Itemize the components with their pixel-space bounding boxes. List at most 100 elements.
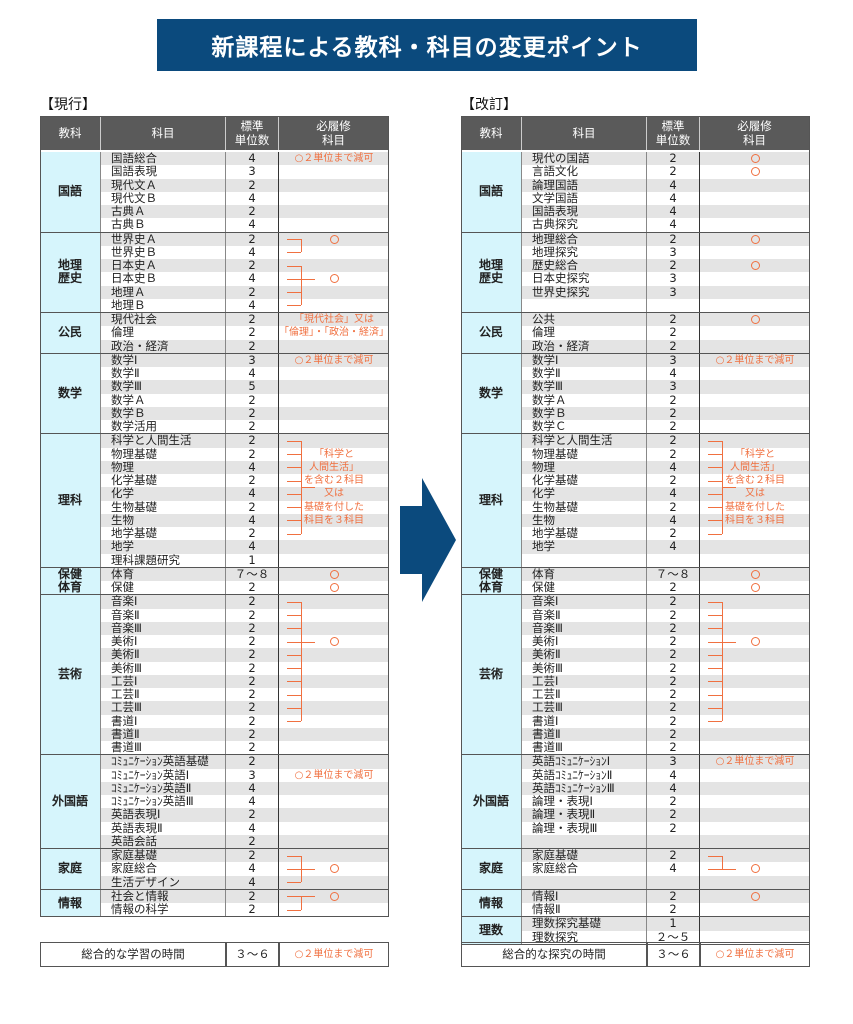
standard-units: 4 (226, 795, 279, 809)
required-circle-icon (330, 891, 339, 901)
bracket-line (301, 896, 302, 910)
bracket-tick (287, 292, 301, 294)
bracket-tick (287, 868, 301, 870)
required-circle-icon (751, 583, 760, 592)
course-name: 数学Ⅲ (101, 380, 226, 394)
standard-units: 4 (226, 862, 279, 876)
standard-units: 2 (647, 661, 700, 675)
course-name: 英語会話 (101, 834, 226, 848)
subject-area: 理科 (461, 434, 522, 567)
required-cell (279, 165, 389, 179)
bracket-tick (287, 252, 301, 254)
bracket-tick (287, 467, 301, 469)
course-name: 化学基礎 (522, 474, 647, 488)
course-name: 論理国語 (522, 178, 647, 192)
bracket-line (722, 641, 736, 643)
required-cell (279, 298, 389, 312)
course-name: 家庭総合 (101, 862, 226, 876)
standard-units: 2 (226, 406, 279, 420)
required-cell (700, 205, 810, 219)
required-circle-icon (751, 167, 760, 177)
bracket-tick (287, 520, 301, 522)
course-name: 美術Ⅲ (101, 661, 226, 675)
standard-units: 3 (647, 285, 700, 299)
course-name: 化学基礎 (101, 474, 226, 488)
standard-units: 2 (226, 527, 279, 541)
standard-units: 2 (226, 688, 279, 702)
requirement-note: 又は (324, 488, 344, 500)
course-name: 国語表現 (101, 165, 226, 179)
bracket-line (722, 868, 736, 870)
standard-units: 3 (647, 380, 700, 394)
group-divider (461, 754, 810, 756)
revised-label: 【改訂】 (461, 97, 517, 113)
course-name: 日本史Ａ (101, 259, 226, 273)
course-name: 保健 (101, 581, 226, 595)
standard-units: 4 (226, 781, 279, 795)
standard-units: 2 (647, 232, 700, 246)
group-divider (40, 888, 389, 890)
required-cell (700, 930, 810, 944)
course-name: 現代文Ｂ (101, 191, 226, 205)
bracket-tick (708, 533, 722, 535)
course-name: 地理Ａ (101, 285, 226, 299)
course-name: 工芸Ⅰ (522, 674, 647, 688)
bracket-tick (708, 628, 722, 630)
bracket-tick (287, 707, 301, 709)
standard-units: 2 (226, 714, 279, 728)
standard-units: 2 (226, 741, 279, 755)
bracket-tick (708, 641, 722, 643)
course-name: 数学Ⅱ (522, 367, 647, 381)
standard-units: 2 (647, 621, 700, 635)
standard-units: 2 (226, 178, 279, 192)
total-period-units: ３～６ (226, 942, 279, 967)
course-name: 美術Ⅱ (101, 648, 226, 662)
course-name: 社会と情報 (101, 889, 226, 903)
required-circle-icon (330, 583, 339, 592)
course-name: 地理Ｂ (101, 298, 226, 312)
standard-units: 4 (226, 460, 279, 474)
requirement-note: ○２単位まで減可 (294, 354, 374, 366)
course-name: 数学Ｂ (522, 406, 647, 420)
required-cell (279, 795, 389, 809)
standard-units: 2 (226, 232, 279, 246)
course-name: 音楽Ⅰ (522, 595, 647, 609)
standard-units: 4 (226, 487, 279, 501)
bracket-line (722, 487, 736, 489)
standard-units: 2 (647, 688, 700, 702)
required-circle-icon (330, 864, 339, 874)
standard-units: 4 (647, 191, 700, 205)
course-name: 物理 (522, 460, 647, 474)
subject-area: 保健 体育 (461, 567, 522, 595)
bracket-line (301, 239, 302, 253)
course-name: 英語表現Ⅰ (101, 808, 226, 822)
course-name: 書道Ⅱ (101, 727, 226, 741)
subject-area: 公民 (40, 313, 101, 353)
required-cell (700, 527, 810, 541)
standard-units: 2 (647, 326, 700, 340)
required-cell (700, 406, 810, 420)
required-cell (700, 540, 810, 554)
course-name: 書道Ⅲ (522, 741, 647, 755)
required-cell (279, 393, 389, 407)
standard-units: 2 (647, 889, 700, 903)
course-name: 数学活用 (101, 420, 226, 434)
required-cell (700, 245, 810, 259)
standard-units: 4 (647, 768, 700, 782)
required-cell (279, 755, 389, 769)
course-name: 物理基礎 (101, 447, 226, 461)
required-cell (279, 621, 389, 635)
total-period-name: 総合的な学習の時間 (40, 942, 226, 967)
group-divider (461, 566, 810, 568)
requirement-note: 科目を３科目 (304, 514, 364, 526)
course-name: 生物 (101, 513, 226, 527)
column-header: 標準 単位数 (226, 116, 279, 150)
standard-units: 2 (647, 608, 700, 622)
course-name: 生物基礎 (101, 500, 226, 514)
bracket-tick (287, 305, 301, 307)
standard-units: 2 (226, 393, 279, 407)
required-cell (279, 661, 389, 675)
course-name: 歴史総合 (522, 259, 647, 273)
required-circle-icon (751, 154, 760, 163)
course-name: 数学Ａ (522, 393, 647, 407)
